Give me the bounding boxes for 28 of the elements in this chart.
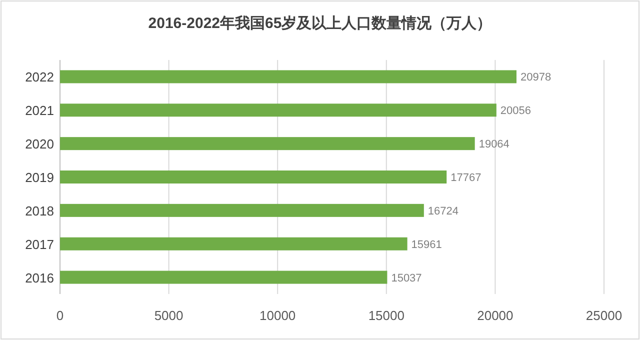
bar xyxy=(60,170,447,184)
x-tick-label: 20000 xyxy=(477,308,514,323)
x-tick-label: 5000 xyxy=(154,308,184,323)
data-label: 20978 xyxy=(520,72,552,84)
y-tick-label: 2017 xyxy=(25,236,54,252)
bar xyxy=(60,204,424,217)
data-label: 17767 xyxy=(450,172,482,184)
data-label: 19064 xyxy=(478,138,510,151)
data-label: 15037 xyxy=(391,272,422,284)
data-label: 20056 xyxy=(500,105,532,118)
bar xyxy=(60,104,496,117)
y-tick-label: 2020 xyxy=(25,136,54,152)
chart-title: 2016-2022年我国65岁及以上人口数量情况（万人） xyxy=(148,15,492,32)
bar xyxy=(60,137,475,150)
bar xyxy=(60,270,388,284)
x-tick-label: 0 xyxy=(56,308,64,323)
x-tick-label: 15000 xyxy=(368,308,404,323)
y-tick-label: 2022 xyxy=(25,70,54,85)
x-tick-label: 10000 xyxy=(260,308,296,323)
y-tick-label: 2016 xyxy=(25,270,54,286)
bar xyxy=(60,237,408,250)
x-tick-label: 25000 xyxy=(586,308,622,323)
y-tick-label: 2021 xyxy=(25,103,54,118)
data-label: 16724 xyxy=(428,205,459,218)
y-tick-label: 2018 xyxy=(25,203,54,218)
bar xyxy=(60,70,516,84)
y-tick-label: 2019 xyxy=(25,170,54,185)
data-label: 15961 xyxy=(411,238,442,251)
